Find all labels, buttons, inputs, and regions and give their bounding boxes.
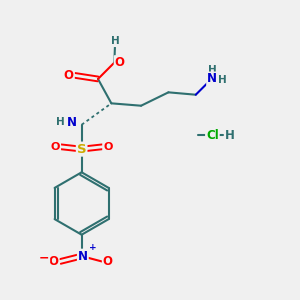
Text: H: H	[56, 117, 64, 128]
Text: H: H	[111, 36, 119, 46]
Text: O: O	[51, 142, 60, 152]
Text: N: N	[78, 250, 88, 262]
Text: O: O	[115, 56, 125, 69]
Text: O: O	[103, 142, 112, 152]
Text: H: H	[208, 65, 217, 75]
Text: O: O	[64, 69, 74, 82]
Text: H: H	[218, 75, 227, 85]
Text: N: N	[207, 73, 217, 85]
Text: S: S	[77, 142, 86, 156]
Text: H: H	[225, 129, 235, 142]
Text: −: −	[39, 252, 49, 265]
Text: Cl: Cl	[206, 129, 219, 142]
Text: O: O	[103, 255, 113, 268]
Text: +: +	[88, 243, 96, 252]
Text: O: O	[49, 255, 59, 268]
Text: N: N	[67, 116, 77, 129]
